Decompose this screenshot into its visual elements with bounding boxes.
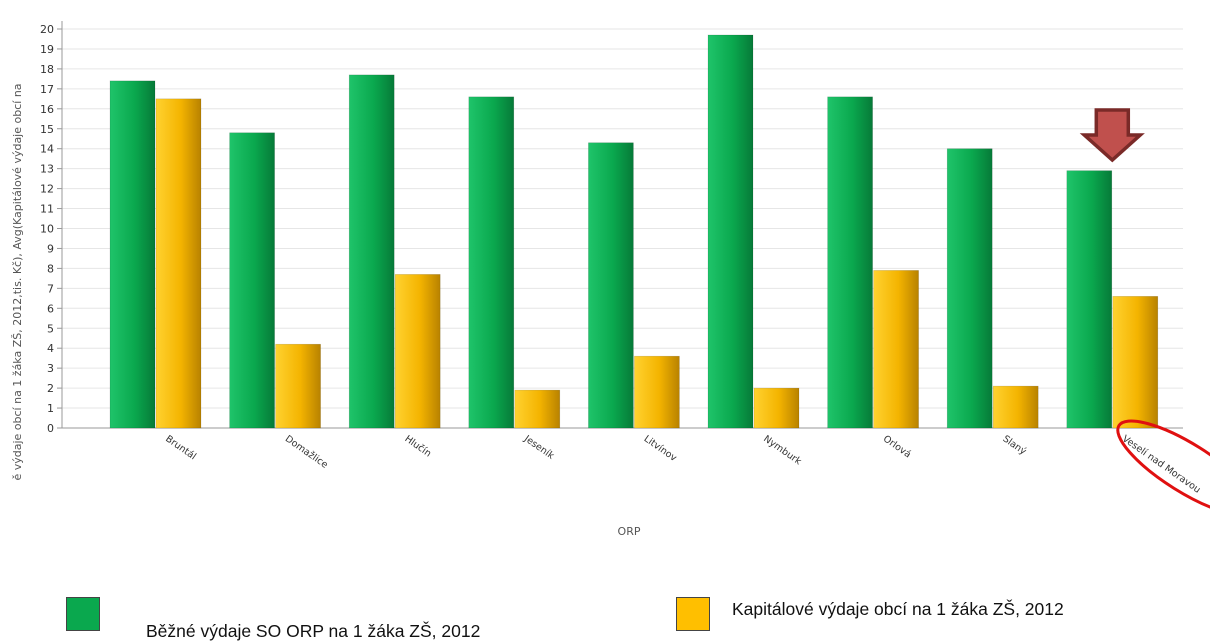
y-tick-label: 20 (40, 23, 54, 36)
y-tick-label: 6 (47, 302, 54, 315)
bar-orange (873, 270, 919, 429)
highlight-ellipse (1116, 419, 1210, 517)
y-tick-label: 1 (47, 402, 54, 415)
bar-orange (634, 355, 680, 429)
y-tick-label: 5 (47, 322, 54, 335)
y-tick-label: 19 (40, 43, 54, 56)
bar-green (946, 148, 993, 429)
annotations (1079, 108, 1210, 517)
y-tick-label: 7 (47, 282, 54, 295)
bar-orange (394, 274, 441, 429)
down-arrow-annotation (1079, 108, 1145, 163)
x-tick-label: Nymburk (761, 433, 803, 467)
y-tick-label: 0 (47, 422, 54, 435)
bar-orange (1112, 296, 1159, 429)
y-tick-label: 15 (40, 123, 54, 136)
y-tick-label: 9 (47, 242, 54, 255)
y-tick-label: 14 (40, 143, 54, 156)
legend-swatch-orange (676, 597, 710, 631)
y-tick-label: 4 (47, 342, 54, 355)
legend-label-orange: Kapitálové výdaje obcí na 1 žáka ZŠ, 201… (732, 599, 1064, 619)
bar-orange (992, 385, 1039, 429)
bar-green (229, 132, 275, 429)
y-axis-title: ě výdaje obcí na 1 žáka ZŠ, 2012,tis. Kč… (11, 83, 24, 480)
bar-green (468, 96, 515, 429)
y-tick-label: 11 (40, 203, 54, 216)
y-tick-label: 3 (47, 362, 54, 375)
bar-orange (275, 343, 321, 429)
bar-green (1066, 170, 1113, 429)
legend-label-green: Běžné výdaje SO ORP na 1 žáka ZŠ, 2012 (146, 621, 481, 641)
bar-green (588, 142, 634, 429)
bar-green (109, 80, 156, 429)
y-tick-label: 8 (47, 262, 54, 275)
legend-item-orange: Kapitálové výdaje obcí na 1 žáka ZŠ, 201… (676, 597, 1064, 631)
bar-orange (753, 387, 800, 429)
y-tick-label: 10 (40, 223, 54, 236)
y-tick-label: 12 (40, 183, 54, 196)
x-tick-label: Bruntál (163, 433, 198, 462)
x-tick-label: Hlučín (402, 433, 433, 459)
bar-orange (514, 389, 561, 429)
legend-swatch-green (66, 597, 100, 631)
bar-green (827, 96, 873, 429)
y-tick-label: 18 (40, 63, 54, 76)
y-tick-label: 13 (40, 163, 54, 176)
y-tick-label: 17 (40, 83, 54, 96)
y-tick-label: 2 (47, 382, 54, 395)
x-tick-label: Domažlice (283, 433, 330, 471)
bars (109, 34, 1159, 429)
x-tick-label: Jeseník (521, 433, 556, 462)
legend-item-green: Běžné výdaje SO ORP na 1 žáka ZŠ, 2012 (66, 597, 480, 642)
x-tick-label: Litvínov (642, 433, 679, 464)
x-tick-label: Slaný (1000, 433, 1028, 457)
x-axis-title: ORP (618, 525, 641, 538)
bar-green (348, 74, 395, 429)
bar-orange (155, 98, 202, 429)
x-tick-label: Orlová (881, 433, 913, 460)
y-tick-label: 16 (40, 103, 54, 116)
x-tick-labels: Bruntál Domažlice Hlučín Jeseník Litvínov Nym… (163, 433, 1202, 496)
bar-green (707, 34, 754, 429)
